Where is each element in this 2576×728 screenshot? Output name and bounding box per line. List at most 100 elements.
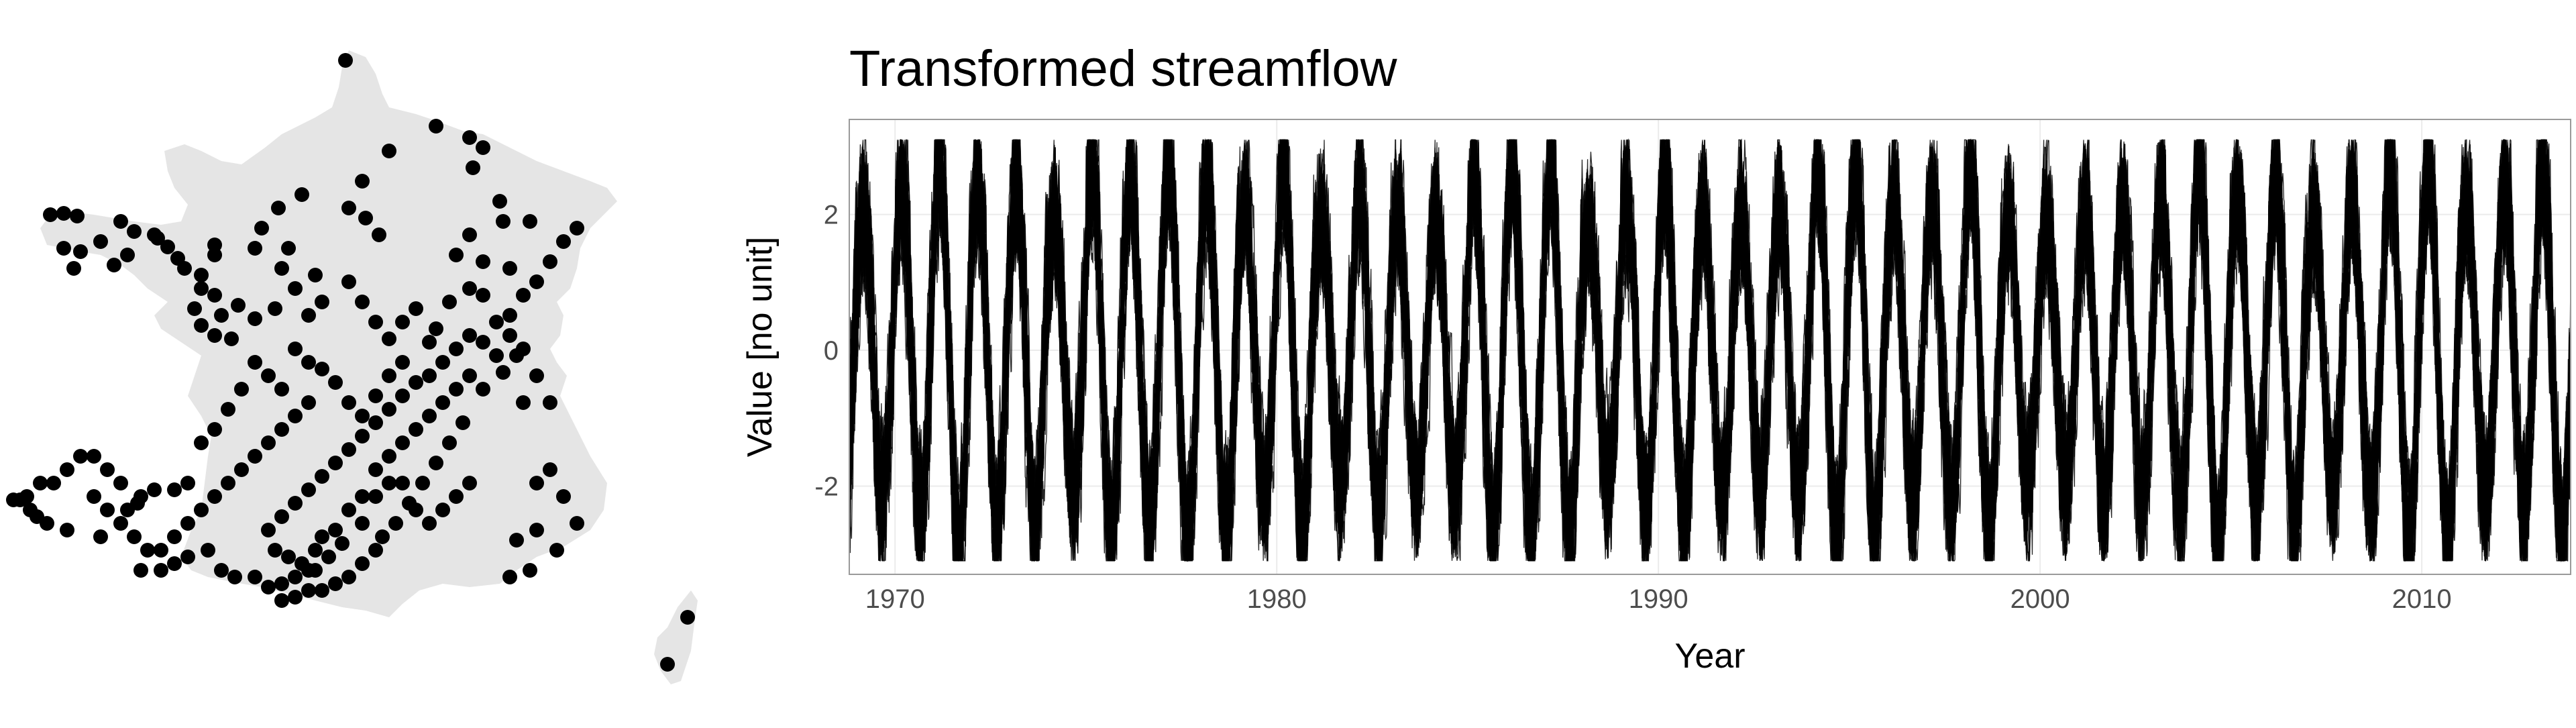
- station-point: [543, 254, 557, 269]
- station-point: [288, 590, 303, 605]
- station-point: [335, 536, 350, 551]
- station-point: [341, 274, 356, 289]
- station-point: [382, 144, 396, 158]
- station-point: [301, 395, 316, 410]
- station-point: [261, 523, 276, 537]
- corsica-outline: [654, 590, 698, 684]
- station-point: [271, 201, 286, 215]
- station-point: [341, 201, 356, 215]
- station-point: [680, 610, 695, 625]
- station-point: [177, 261, 192, 276]
- station-point: [529, 523, 544, 537]
- station-point: [227, 570, 242, 584]
- station-point: [523, 563, 537, 578]
- station-point: [194, 281, 209, 296]
- station-point: [261, 580, 276, 594]
- station-point: [187, 301, 202, 316]
- station-point: [207, 328, 222, 343]
- station-point: [372, 227, 386, 242]
- station-point: [516, 342, 531, 356]
- station-point: [207, 489, 222, 504]
- station-point: [556, 234, 571, 249]
- station-point: [422, 409, 437, 423]
- station-point: [355, 489, 370, 504]
- station-point: [368, 489, 383, 504]
- station-point: [315, 529, 329, 544]
- station-point: [382, 368, 396, 383]
- station-point: [315, 362, 329, 376]
- station-point: [140, 543, 155, 558]
- station-point: [100, 462, 115, 477]
- station-point: [248, 241, 262, 256]
- station-point: [476, 335, 490, 350]
- x-tick-label: 2000: [2010, 584, 2070, 614]
- station-point: [462, 328, 477, 343]
- station-point: [375, 529, 390, 544]
- station-point: [529, 368, 544, 383]
- station-point: [502, 328, 517, 343]
- station-point: [395, 315, 410, 329]
- station-point: [462, 368, 477, 383]
- station-point: [415, 476, 430, 490]
- station-point: [214, 563, 229, 578]
- station-point: [368, 315, 383, 329]
- station-point: [435, 503, 450, 517]
- station-point: [301, 308, 316, 323]
- station-point: [543, 395, 557, 410]
- station-point: [341, 570, 356, 584]
- station-point: [429, 321, 443, 336]
- station-point: [435, 355, 450, 370]
- station-point: [321, 550, 336, 564]
- station-point: [281, 241, 296, 256]
- station-point: [154, 563, 168, 578]
- station-point: [288, 342, 303, 356]
- station-point: [147, 482, 162, 497]
- station-point: [556, 489, 571, 504]
- y-tick-label: -2: [814, 472, 839, 501]
- streamflow-chart: Transformed streamflow -2 0 2 1970 1980 1990…: [741, 40, 2571, 676]
- station-point: [46, 476, 61, 490]
- plot-border: [849, 119, 2571, 575]
- station-point: [60, 523, 74, 537]
- station-point: [268, 543, 282, 558]
- station-point: [248, 449, 262, 464]
- station-point: [288, 496, 303, 511]
- station-point: [355, 174, 370, 189]
- station-point: [462, 130, 477, 145]
- station-point: [224, 331, 239, 346]
- station-point: [382, 331, 396, 346]
- station-point: [254, 221, 269, 236]
- station-point: [570, 221, 584, 236]
- station-point: [274, 576, 289, 591]
- station-point: [422, 516, 437, 531]
- station-point: [43, 207, 58, 222]
- station-point: [113, 214, 128, 229]
- station-point: [308, 268, 323, 282]
- station-point: [529, 476, 544, 490]
- station-point: [409, 375, 423, 390]
- station-point: [87, 449, 101, 464]
- station-point: [127, 224, 142, 239]
- station-point: [382, 449, 396, 464]
- station-point: [274, 593, 289, 608]
- station-point: [147, 227, 162, 242]
- station-point: [194, 503, 209, 517]
- station-point: [66, 261, 81, 276]
- station-point: [234, 382, 249, 397]
- station-point: [268, 301, 282, 316]
- station-point: [341, 503, 356, 517]
- station-point: [442, 295, 457, 309]
- station-point: [338, 53, 353, 68]
- station-point: [207, 238, 222, 252]
- station-point: [489, 348, 504, 363]
- station-point: [214, 308, 229, 323]
- station-point: [207, 422, 222, 437]
- station-point: [301, 583, 316, 598]
- station-point: [368, 543, 383, 558]
- station-point: [422, 335, 437, 350]
- station-point: [274, 382, 289, 397]
- station-point: [113, 476, 128, 490]
- station-point: [523, 214, 537, 229]
- mainland-france-outline: [40, 50, 617, 617]
- station-point: [368, 462, 383, 477]
